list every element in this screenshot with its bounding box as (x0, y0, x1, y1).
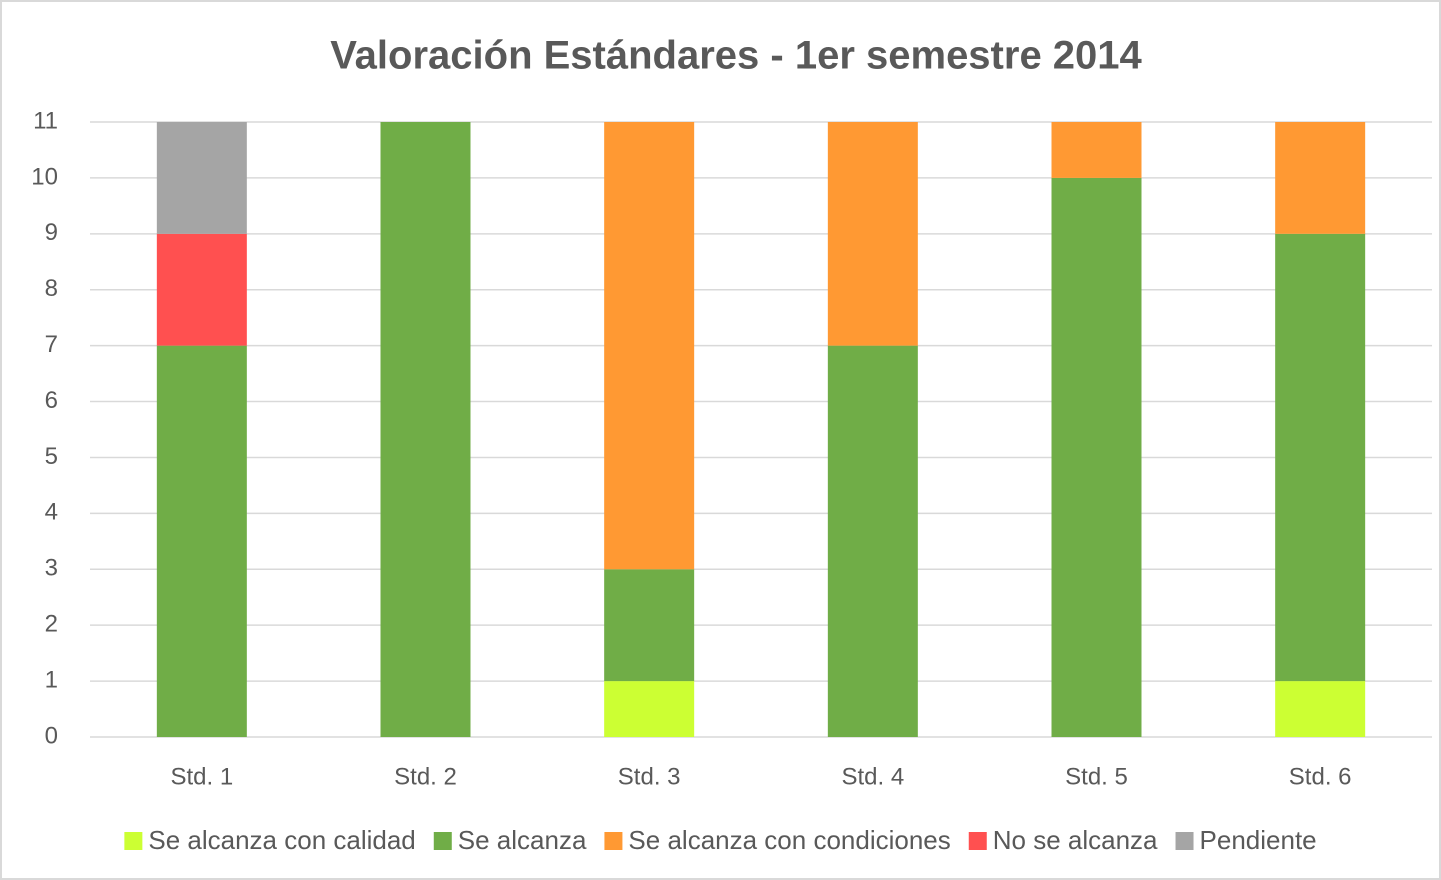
legend-swatch (604, 832, 623, 850)
bar-segment (1051, 122, 1142, 178)
x-tick-label: Std. 4 (841, 763, 904, 790)
chart-title: Valoración Estándares - 1er semestre 201… (330, 34, 1142, 78)
bar-segment (827, 122, 918, 346)
bar-segment (1051, 177, 1142, 738)
legend-swatch (124, 832, 143, 850)
y-tick-label: 9 (45, 219, 58, 246)
x-tick-label: Std. 5 (1065, 763, 1128, 790)
y-tick-label: 2 (45, 611, 58, 638)
legend-label: Se alcanza (458, 825, 587, 855)
x-tick-label: Std. 3 (618, 763, 681, 790)
x-tick-label: Std. 6 (1289, 763, 1352, 790)
x-tick-label: Std. 2 (394, 763, 457, 790)
y-tick-label: 7 (45, 331, 58, 358)
legend-swatch (968, 832, 987, 850)
bar-segment (604, 569, 695, 682)
bar-segment (827, 345, 918, 737)
bar-segment (156, 233, 247, 346)
legend-label: No se alcanza (993, 825, 1158, 855)
bar-segment (604, 122, 695, 570)
legend-swatch (1175, 832, 1194, 850)
y-tick-label: 5 (45, 443, 58, 470)
bar-segment (156, 345, 247, 737)
legend-swatch (433, 832, 452, 850)
legend-label: Se alcanza con calidad (148, 825, 415, 855)
bar-segment (380, 122, 471, 737)
y-tick-label: 1 (45, 666, 58, 693)
y-tick-label: 3 (45, 555, 58, 582)
y-tick-label: 6 (45, 387, 58, 414)
y-tick-label: 11 (33, 107, 58, 134)
legend-label: Pendiente (1200, 825, 1317, 855)
y-tick-label: 0 (45, 722, 58, 749)
y-tick-label: 8 (45, 275, 58, 302)
bar-segment (604, 681, 695, 737)
bar-segment (1275, 681, 1366, 737)
y-tick-label: 10 (31, 163, 58, 190)
legend: Se alcanza con calidad Se alcanza Se alcan… (124, 825, 1317, 855)
x-tick-label: Std. 1 (170, 763, 233, 790)
y-tick-label: 4 (45, 499, 58, 526)
bar-segment (156, 122, 247, 234)
legend-label: Se alcanza con condiciones (628, 825, 950, 855)
bar-segment (1275, 233, 1366, 682)
bar-segment (1275, 122, 1366, 234)
